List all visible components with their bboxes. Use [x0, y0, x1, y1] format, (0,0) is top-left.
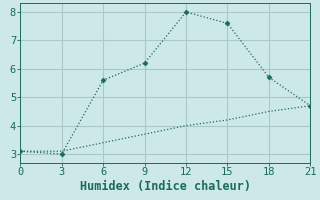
X-axis label: Humidex (Indice chaleur): Humidex (Indice chaleur)	[80, 180, 251, 193]
